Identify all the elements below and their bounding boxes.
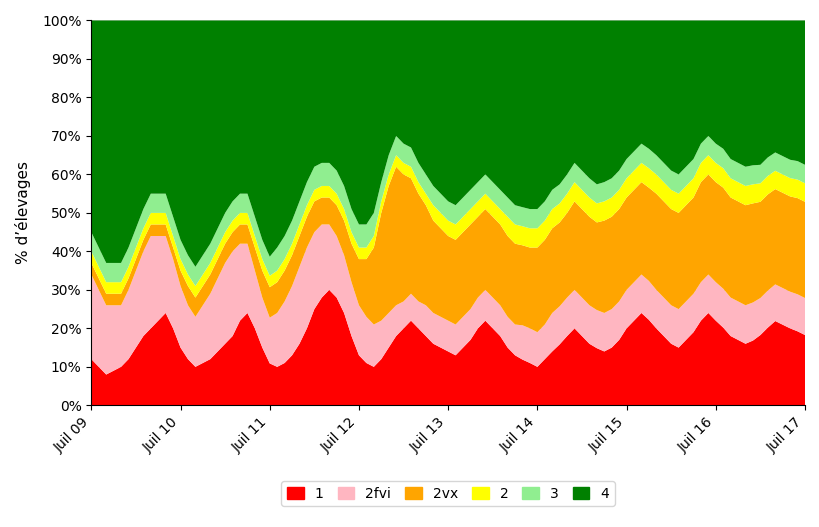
Legend: 1, 2fvi, 2vx, 2, 3, 4: 1, 2fvi, 2vx, 2, 3, 4: [281, 481, 614, 506]
Y-axis label: % d’élevages: % d’élevages: [15, 161, 31, 265]
